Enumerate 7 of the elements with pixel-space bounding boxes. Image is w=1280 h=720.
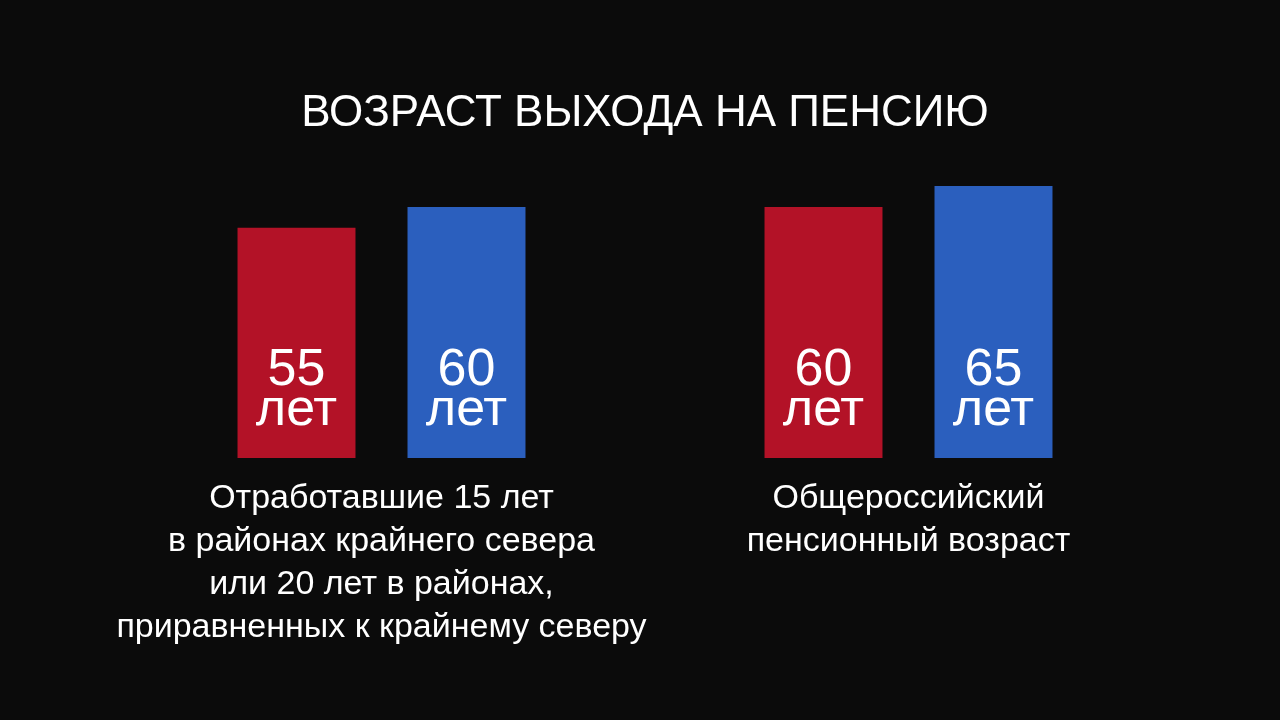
data-label: 55 лет xyxy=(255,338,338,436)
data-label: 60 лет xyxy=(782,338,865,436)
chart-title: ВОЗРАСТ ВЫХОДА НА ПЕНСИЮ xyxy=(301,86,989,135)
x-tick-label: Общероссийский пенсионный возраст xyxy=(746,476,1071,558)
x-tick-label: Отработавшие 15 лет в районах крайнего севера или 20 лет в районах, приравненных к крайнему северу xyxy=(116,476,647,644)
data-label: 60 лет xyxy=(425,338,508,436)
data-label: 65 лет xyxy=(952,338,1035,436)
